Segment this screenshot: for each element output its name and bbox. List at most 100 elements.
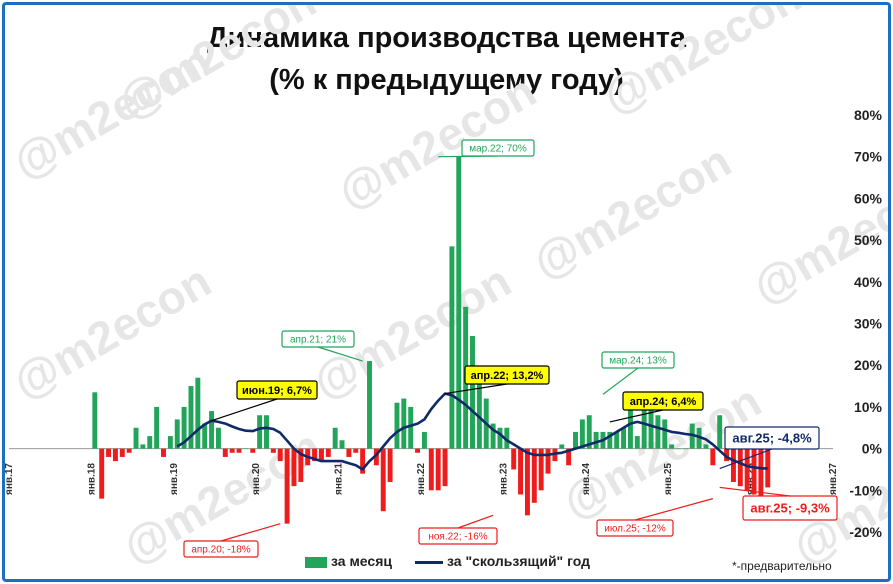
monthly-bar	[215, 427, 221, 449]
monthly-bar	[298, 448, 304, 482]
monthly-bar	[229, 448, 235, 453]
annotation-leader	[220, 523, 281, 542]
annotation-label: авг.25; -9,3%	[750, 501, 830, 516]
monthly-bar	[682, 448, 688, 450]
monthly-bar	[174, 419, 180, 449]
monthly-bar	[250, 448, 256, 453]
monthly-bar	[380, 448, 386, 512]
monthly-bar	[449, 246, 455, 449]
legend-item-rolling: за "скользящий" год	[415, 553, 590, 569]
monthly-bar	[195, 377, 201, 449]
monthly-bar	[367, 361, 372, 449]
monthly-bar	[325, 448, 331, 457]
x-tick-label: янв.18	[86, 463, 97, 495]
y-tick-label: 50%	[854, 232, 883, 248]
y-tick-label: 40%	[854, 274, 883, 290]
monthly-bar	[161, 448, 166, 457]
annotation-label: апр.20; -18%	[191, 545, 250, 556]
monthly-bar	[717, 415, 723, 449]
monthly-bar	[655, 415, 661, 449]
monthly-bar	[758, 448, 764, 499]
y-tick-label: 0%	[862, 441, 883, 457]
monthly-bar	[518, 448, 524, 495]
annotation-box	[461, 139, 535, 157]
monthly-bar	[524, 448, 530, 516]
annotation-leader	[317, 346, 363, 362]
monthly-bar	[222, 448, 228, 457]
monthly-bar	[669, 444, 675, 449]
monthly-bar	[614, 431, 620, 449]
monthly-bar	[181, 406, 187, 449]
annotation-box	[418, 527, 498, 545]
monthly-bar	[751, 448, 757, 495]
y-tick-label: 20%	[854, 357, 883, 373]
annotation-label: мар.24; 13%	[609, 356, 667, 367]
annotation-box	[236, 380, 318, 400]
monthly-bar	[415, 448, 421, 453]
annotation-leader	[634, 498, 713, 521]
monthly-bar	[421, 431, 427, 449]
y-tick-label: 80%	[854, 107, 883, 123]
annotation-label: июл.25; -12%	[604, 524, 666, 535]
monthly-bar	[92, 392, 98, 449]
annotation-leader	[719, 486, 791, 497]
monthly-bar	[476, 369, 482, 449]
monthly-bar	[737, 448, 743, 487]
legend-bar-swatch	[305, 556, 327, 568]
y-tick-label: 10%	[854, 399, 883, 415]
annotation-leader	[609, 409, 664, 423]
x-tick-label: янв.17	[5, 463, 15, 495]
annotation-box	[742, 495, 838, 521]
watermark-text: @m2econ	[5, 254, 219, 408]
y-tick-label: -10%	[849, 482, 882, 498]
monthly-bar	[497, 427, 503, 449]
annotation-label: мар.22; 70%	[469, 144, 527, 155]
legend-line-swatch	[415, 560, 443, 564]
monthly-bar	[470, 336, 475, 449]
monthly-bar	[126, 448, 132, 453]
annotation-label: апр.24; 6,4%	[630, 396, 697, 408]
watermark-text: @m2econ	[109, 5, 324, 129]
annotation-box	[601, 351, 675, 369]
monthly-bar	[264, 415, 269, 449]
monthly-bar	[511, 448, 517, 470]
annotation-box	[596, 519, 674, 537]
monthly-bar	[607, 431, 613, 449]
y-tick-label: 70%	[854, 149, 883, 165]
monthly-bar	[236, 448, 242, 453]
monthly-bar	[270, 448, 276, 453]
monthly-bar	[291, 448, 297, 487]
monthly-bar	[627, 406, 633, 449]
monthly-bar	[147, 436, 153, 449]
y-tick-label: -20%	[849, 524, 882, 540]
monthly-bar	[538, 448, 544, 491]
monthly-bar	[257, 415, 263, 449]
monthly-bar	[408, 406, 414, 449]
monthly-bar	[277, 448, 283, 462]
monthly-bar	[724, 448, 730, 462]
monthly-bar	[573, 431, 578, 449]
monthly-bar	[332, 427, 338, 449]
monthly-bar	[401, 398, 407, 449]
annotation-box	[464, 365, 550, 385]
x-tick-label: янв.19	[169, 463, 180, 495]
monthly-bar	[284, 448, 290, 524]
monthly-bar	[566, 448, 572, 466]
annotation-label: ноя.22; -16%	[428, 532, 487, 543]
monthly-bar	[112, 448, 118, 462]
x-tick-label: янв.25	[663, 463, 674, 495]
footnote: *-предварительно	[732, 559, 832, 573]
legend-label-rolling: за "скользящий" год	[447, 553, 590, 569]
monthly-bar	[634, 436, 640, 449]
annotation-label: авг.25; -4,8%	[732, 431, 812, 446]
monthly-bar	[99, 448, 105, 499]
monthly-bar	[353, 448, 359, 453]
legend-item-monthly: за месяц	[305, 553, 392, 569]
annotation-leader	[457, 514, 494, 529]
annotation-label: апр.21; 21%	[290, 335, 346, 346]
annotation-leader	[719, 448, 773, 470]
x-tick-label: янв.27	[828, 463, 839, 495]
monthly-bar	[428, 448, 434, 491]
monthly-bar	[593, 431, 599, 449]
watermark-text: @m2econ	[594, 5, 809, 124]
